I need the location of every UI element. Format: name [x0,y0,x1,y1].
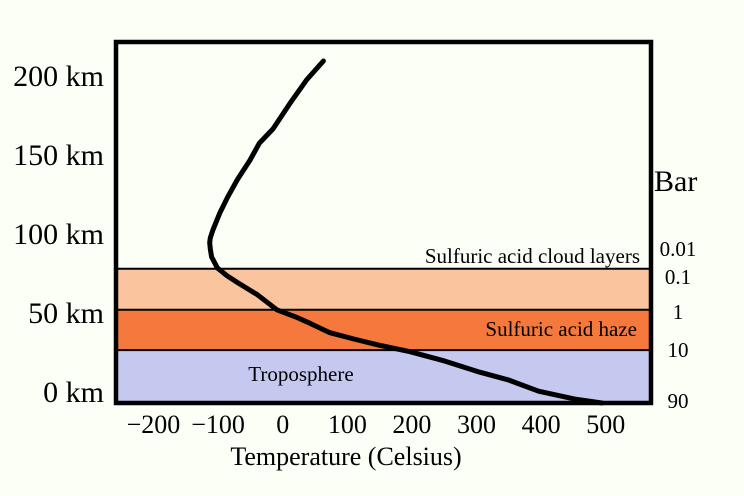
y-tick-label: 100 km [13,217,104,251]
band-rect-0 [118,268,649,310]
band-label-troposphere: Troposphere [248,362,354,386]
x-axis-title: Temperature (Celsius) [230,442,462,471]
x-tick-label: −100 [191,410,245,439]
x-tick-label: 400 [521,410,561,439]
pressure-axis-title: Bar [654,165,698,198]
y-tick-label: 50 km [28,296,104,330]
band-label-sulfuric-acid-haze: Sulfuric acid haze [485,317,637,341]
pressure-tick-label: 1 [672,300,684,325]
pressure-tick-label: 0.1 [664,265,692,290]
plot-frame [113,39,654,406]
x-tick-label: −200 [126,410,181,439]
x-tick-label: 300 [457,410,497,439]
y-tick-label: 200 km [13,59,104,93]
pressure-tick-label: 90 [667,388,689,413]
x-tick-label: 0 [276,410,290,439]
temperature-curve [207,58,605,406]
pressure-tick-label: 10 [667,338,689,363]
band-rect-1 [118,309,649,351]
x-tick-label: 500 [586,410,626,439]
x-tick-label: 100 [327,410,367,439]
y-tick-label: 0 km [43,375,104,409]
pressure-tick-label: 0.01 [659,236,697,261]
band-rect-2 [118,350,649,403]
band-label-sulfuric-acid-cloud-layers: Sulfuric acid cloud layers [424,244,640,268]
y-tick-label: 150 km [13,138,104,172]
x-tick-label: 200 [392,410,432,439]
